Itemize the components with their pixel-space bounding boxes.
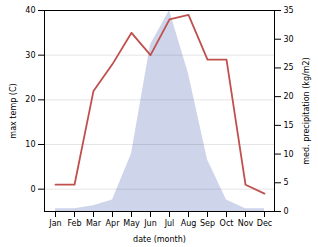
svg-text:Nov: Nov [238,219,254,228]
svg-text:Mar: Mar [86,219,102,228]
svg-text:Sep: Sep [200,219,215,228]
svg-text:30: 30 [25,51,35,60]
svg-text:30: 30 [284,35,294,44]
svg-text:May: May [123,219,140,228]
svg-text:15: 15 [284,121,294,130]
svg-text:5: 5 [284,178,289,187]
svg-text:max temp (C): max temp (C) [9,83,18,138]
svg-text:Jun: Jun [143,219,157,228]
svg-text:Apr: Apr [106,219,121,228]
svg-text:0: 0 [284,207,289,216]
svg-text:Oct: Oct [220,219,234,228]
svg-text:date (month): date (month) [133,235,186,244]
svg-text:35: 35 [284,6,294,15]
svg-text:20: 20 [25,95,35,104]
svg-text:25: 25 [284,63,294,72]
svg-text:Aug: Aug [181,219,197,228]
svg-text:20: 20 [284,92,294,101]
svg-text:40: 40 [25,6,35,15]
svg-text:10: 10 [25,140,35,149]
svg-text:Jul: Jul [164,219,175,228]
svg-text:Dec: Dec [257,219,272,228]
svg-text:10: 10 [284,150,294,159]
svg-text:Jan: Jan [48,219,61,228]
svg-text:0: 0 [30,185,35,194]
svg-text:Feb: Feb [67,219,81,228]
svg-text:med. precipitation (kg/m2): med. precipitation (kg/m2) [302,57,311,164]
